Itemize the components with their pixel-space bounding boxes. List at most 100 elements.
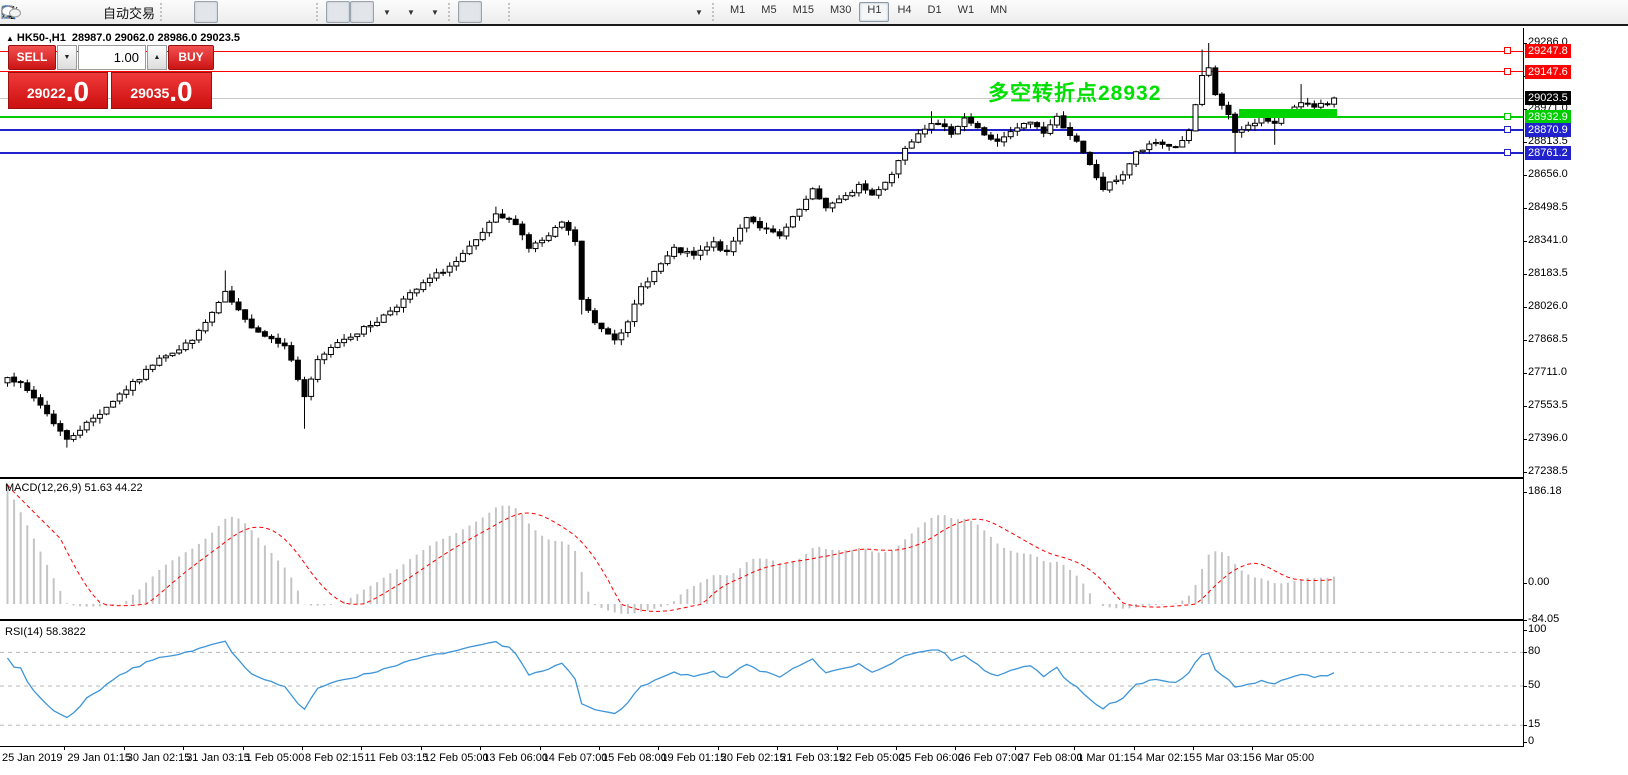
timeframe-button-h4[interactable]: H4 <box>897 4 912 16</box>
timeframe-button-m5[interactable]: M5 <box>761 4 777 16</box>
price-badge: 29147.6 <box>1525 64 1571 79</box>
timeframe-button-mn[interactable]: MN <box>990 4 1008 16</box>
lot-increase-button[interactable]: ▲ <box>147 45 167 70</box>
buy-price-main: 29035 <box>130 85 170 101</box>
zoom-out-button[interactable] <box>1 1 290 23</box>
indicators-button[interactable]: ▼ <box>1 1 446 23</box>
collapse-chart-icon[interactable]: ▲ <box>6 34 14 43</box>
equidistant-channel-button[interactable]: E <box>1 1 614 23</box>
sell-button[interactable]: SELL <box>8 45 56 70</box>
level-line-handle[interactable] <box>1504 47 1511 54</box>
time-tick-mark <box>836 746 838 750</box>
dropdown-arrow-icon: ▼ <box>383 7 391 17</box>
sell-price-display[interactable]: 29022.0 <box>8 72 108 109</box>
timeframe-button-h1[interactable]: H1 <box>859 2 890 22</box>
rsi-tick-label: 0 <box>1528 735 1535 747</box>
vertical-line-button[interactable] <box>7 1 542 23</box>
timeframe-button-m30[interactable]: M30 <box>829 4 852 16</box>
shapes-button[interactable]: ▼ <box>3 1 710 23</box>
level-line-handle[interactable] <box>1504 112 1511 120</box>
horizontal-level-line[interactable] <box>0 115 1523 118</box>
time-axis-label: 26 Feb 07:00 <box>958 752 1024 764</box>
cursor-button[interactable] <box>5 1 483 23</box>
eraser-button[interactable] <box>1 1 50 23</box>
timeframe-button-m1[interactable]: M1 <box>730 4 746 16</box>
timeframe-button-m15[interactable]: M15 <box>792 4 814 16</box>
chart-title: ▲ HK50-,H1 28987.0 29062.0 28986.0 29023.5 <box>6 32 240 44</box>
rsi-panel[interactable] <box>0 622 1523 746</box>
time-axis-label: 11 Feb 03:15 <box>364 752 429 764</box>
price-tick-mark <box>1523 340 1527 341</box>
line-chart-button[interactable] <box>2 1 242 23</box>
price-badge: 28870.9 <box>1525 122 1571 137</box>
price-tick-label: 28656.0 <box>1528 168 1568 180</box>
chart-shift-button[interactable] <box>2 1 375 23</box>
lot-size-input[interactable] <box>78 45 146 70</box>
price-tick-label: 27238.5 <box>1528 465 1568 477</box>
price-tick-mark <box>1523 307 1527 308</box>
toolbar-grip <box>448 3 454 21</box>
rsi-panel-separator[interactable] <box>0 619 1523 621</box>
auto-scroll-button[interactable] <box>2 1 351 23</box>
horizontal-line-button[interactable] <box>2 1 566 23</box>
macd-panel-separator[interactable] <box>0 477 1523 479</box>
level-line-handle[interactable] <box>1504 125 1511 133</box>
timeframe-button-d1[interactable]: D1 <box>927 4 942 16</box>
price-axis-line <box>1523 28 1524 747</box>
macd-label: MACD(12,26,9) 51.63 44.22 <box>5 482 143 494</box>
price-tick-mark <box>1523 175 1527 176</box>
bar-chart-button[interactable] <box>2 1 194 23</box>
tile-windows-button[interactable] <box>2 1 314 23</box>
chat-icon[interactable] <box>0 4 22 20</box>
horizontal-level-line[interactable] <box>0 128 1523 131</box>
level-line-handle[interactable] <box>1504 148 1511 156</box>
text-button[interactable]: A <box>4 1 662 23</box>
toolbar-grip <box>508 3 514 21</box>
time-tick-mark <box>302 746 303 750</box>
rsi-tick-mark <box>1523 742 1527 743</box>
price-tick-label: 28183.5 <box>1528 267 1568 279</box>
autotrading-button[interactable]: 自动交易 <box>1 1 158 23</box>
time-axis-label: 12 Feb 05:00 <box>423 752 489 764</box>
crosshair-button[interactable] <box>2 1 506 23</box>
buy-price-decimal: .0 <box>169 76 193 107</box>
price-tick-mark <box>1523 43 1527 44</box>
chart-plot-area[interactable] <box>0 28 1523 477</box>
price-tick-label: 27396.0 <box>1528 432 1568 444</box>
text-label-button[interactable]: T <box>2 1 686 23</box>
time-tick-mark <box>420 746 422 750</box>
time-axis-label: 25 Jan 2019 <box>2 752 63 764</box>
buy-button[interactable]: BUY <box>168 45 214 70</box>
time-axis-label: 1 Mar 01:15 <box>1077 752 1136 764</box>
time-tick-mark <box>777 746 779 750</box>
fibonacci-button[interactable]: F <box>2 1 638 23</box>
horizontal-level-line[interactable] <box>0 50 1523 52</box>
periods-button[interactable]: ▼ <box>1 1 422 23</box>
lot-decrease-button[interactable]: ▼ <box>57 45 77 70</box>
new-chart-button[interactable]: ▼ <box>2 1 398 23</box>
time-axis-label: 27 Feb 08:00 <box>1017 752 1083 764</box>
zoom-in-button[interactable] <box>1 1 266 23</box>
price-badge: 28761.2 <box>1525 145 1571 160</box>
horizontal-level-line[interactable] <box>0 97 1523 99</box>
pivot-annotation-text[interactable]: 多空转折点28932 <box>988 82 1162 105</box>
macd-tick-label: 186.18 <box>1528 485 1562 497</box>
ohlc-values: 28987.0 29062.0 28986.0 29023.5 <box>71 32 241 44</box>
time-tick-mark <box>658 746 660 750</box>
macd-tick-label: 0.00 <box>1528 576 1550 588</box>
alerts-button[interactable] <box>1 1 98 23</box>
buy-price-display[interactable]: 29035.0 <box>111 72 212 109</box>
timeframe-button-w1[interactable]: W1 <box>957 4 975 16</box>
time-axis-label: 31 Jan 03:15 <box>186 752 250 764</box>
horizontal-level-line[interactable] <box>0 151 1523 154</box>
metaeditor-button[interactable] <box>1 1 74 23</box>
candlestick-chart-button[interactable] <box>2 1 219 23</box>
macd-panel[interactable] <box>0 481 1523 618</box>
horizontal-level-line[interactable] <box>0 71 1523 73</box>
trendline-button[interactable] <box>2 1 590 23</box>
toolbar: 单 自动交易 <box>0 0 1628 26</box>
time-axis-label: 20 Feb 02:15 <box>720 752 786 764</box>
time-axis-line <box>0 746 1524 747</box>
level-line-handle[interactable] <box>1504 67 1511 75</box>
pivot-zone-rectangle[interactable] <box>1239 109 1337 118</box>
